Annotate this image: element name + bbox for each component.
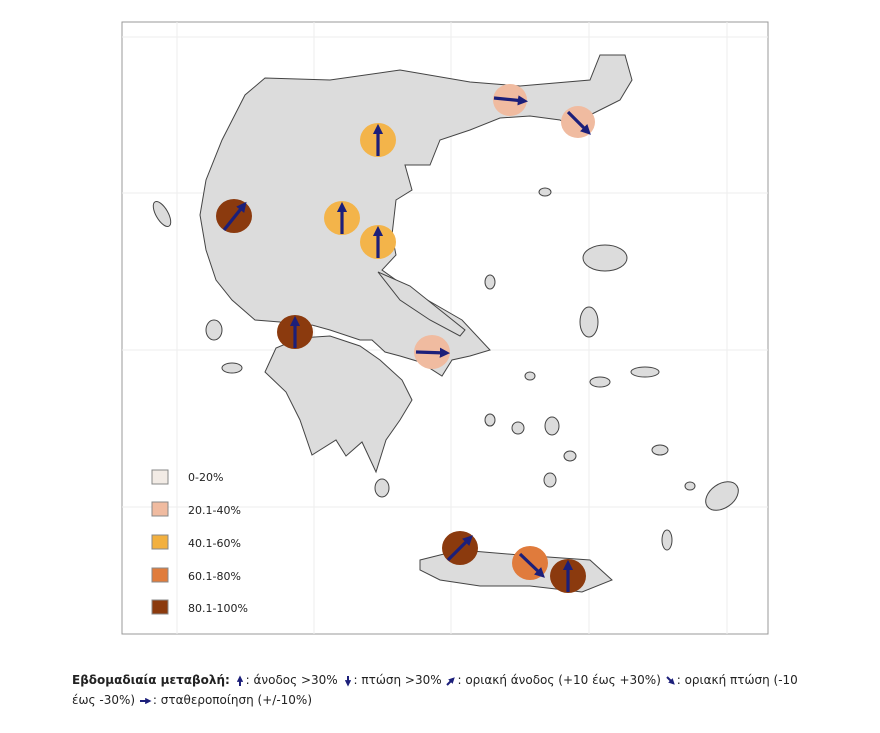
legend-label: 20.1-40% bbox=[188, 504, 241, 517]
legend-swatch bbox=[151, 567, 169, 583]
caption: Εβδομαδιαία μεταβολή: : άνοδος >30% : πτ… bbox=[72, 670, 812, 710]
caption-title: Εβδομαδιαία μεταβολή: bbox=[72, 673, 230, 687]
map: 0-20% 20.1-40% 40.1-60% 60.1-80% 80.1-10… bbox=[121, 21, 769, 635]
legend-swatch bbox=[151, 501, 169, 517]
legend-label: 80.1-100% bbox=[188, 602, 248, 615]
caption-item: : άνοδος >30% bbox=[245, 673, 338, 687]
legend-swatch bbox=[151, 599, 169, 615]
legend-label: 60.1-80% bbox=[188, 570, 241, 583]
legend-swatch bbox=[151, 469, 169, 485]
caption-item: : σταθεροποίηση (+/-10%) bbox=[152, 693, 313, 707]
legend-label: 40.1-60% bbox=[188, 537, 241, 550]
caption-item: : οριακή άνοδος (+10 έως +30%) bbox=[457, 673, 661, 687]
legend-swatch bbox=[151, 534, 169, 550]
region-markers bbox=[216, 84, 595, 593]
caption-item: : πτώση >30% bbox=[353, 673, 442, 687]
legend: 0-20% 20.1-40% 40.1-60% 60.1-80% 80.1-10… bbox=[151, 469, 248, 615]
legend-label: 0-20% bbox=[188, 471, 223, 484]
caption-item: : οριακή πτώση (-10 έως -30%) bbox=[72, 673, 798, 707]
